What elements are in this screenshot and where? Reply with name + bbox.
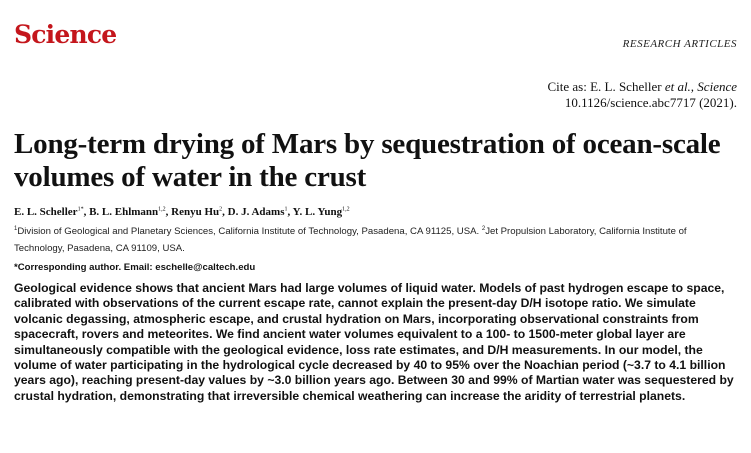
citation: Cite as: E. L. Scheller et al., Science …	[547, 79, 737, 111]
author-name[interactable]: B. L. Ehlmann	[89, 206, 159, 218]
journal-logo[interactable]: Science	[14, 20, 117, 49]
affiliation-text: Division of Geological and Planetary Sci…	[17, 226, 482, 237]
author-name[interactable]: D. J. Adams	[227, 206, 285, 218]
abstract: Geological evidence shows that ancient M…	[14, 281, 734, 403]
citation-line: Cite as: E. L. Scheller et al., Science	[547, 79, 737, 95]
section-label: RESEARCH ARTICLES	[622, 38, 737, 50]
author-list: E. L. Scheller1*, B. L. Ehlmann1,2, Reny…	[14, 206, 350, 218]
article-title: Long-term drying of Mars by sequestratio…	[14, 128, 721, 193]
author-affil-sup: 2	[219, 206, 223, 213]
affil-sup: 1	[14, 225, 18, 232]
author-affil-sup: 1,2	[342, 206, 350, 213]
affiliation-text: Jet Propulsion Laboratory, California In…	[14, 226, 687, 254]
corresponding-author[interactable]: *Corresponding author. Email: eschelle@c…	[14, 262, 256, 273]
author-name[interactable]: Y. L. Yung	[292, 206, 343, 218]
affil-sup: 2	[481, 225, 486, 232]
citation-doi[interactable]: 10.1126/science.abc7717 (2021).	[564, 95, 737, 110]
author-name[interactable]: Renyu Hu	[171, 206, 220, 218]
affiliations: 1Division of Geological and Planetary Sc…	[14, 223, 739, 257]
author-affil-sup: 1,2	[158, 206, 166, 213]
author-affil-sup: 1	[284, 206, 288, 213]
citation-etal: et al., Science	[664, 79, 737, 94]
author-affil-sup: 1*	[77, 206, 84, 213]
author-name[interactable]: E. L. Scheller	[14, 206, 78, 218]
citation-prefix: Cite as: E. L. Scheller	[547, 79, 665, 94]
